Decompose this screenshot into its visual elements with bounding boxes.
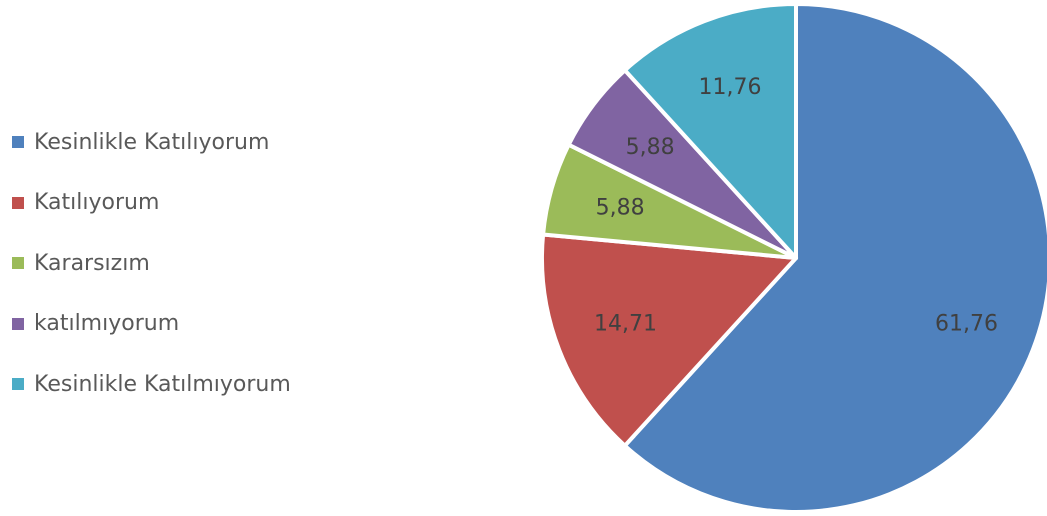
legend-swatch (12, 378, 24, 391)
legend-swatch (12, 136, 24, 149)
pie-data-labels: 61,76 14,71 5,88 5,88 11,76 (594, 75, 998, 337)
data-label-0: 61,76 (935, 312, 998, 337)
legend-item-kararsizim: Kararsızım (12, 233, 372, 294)
pie-slice-0 (622, 2, 1047, 514)
pie-slice-1 (540, 232, 798, 448)
legend-swatch (12, 257, 24, 270)
legend-item-katilmiyorum: katılmıyorum (12, 294, 372, 355)
legend-label: Kararsızım (34, 250, 150, 276)
data-label-4: 11,76 (698, 75, 761, 100)
data-label-1: 14,71 (594, 312, 657, 337)
legend-label: Kesinlikle Katılıyorum (34, 129, 270, 155)
legend-item-kesinlikle-katiliyorum: Kesinlikle Katılıyorum (12, 112, 372, 173)
legend-label: katılmıyorum (34, 311, 180, 337)
legend-swatch (12, 196, 24, 209)
data-label-2: 5,88 (596, 195, 645, 220)
legend-label: Katılıyorum (34, 190, 160, 216)
pie-slices (540, 2, 1047, 514)
chart-legend: Kesinlikle Katılıyorum Katılıyorum Karar… (12, 112, 372, 415)
data-label-3: 5,88 (626, 135, 675, 160)
legend-swatch (12, 317, 24, 330)
legend-item-kesinlikle-katilmiyorum: Kesinlikle Katılmıyorum (12, 354, 372, 415)
pie-slice-4 (622, 2, 798, 260)
legend-label: Kesinlikle Katılmıyorum (34, 371, 291, 397)
legend-item-katiliyorum: Katılıyorum (12, 173, 372, 234)
